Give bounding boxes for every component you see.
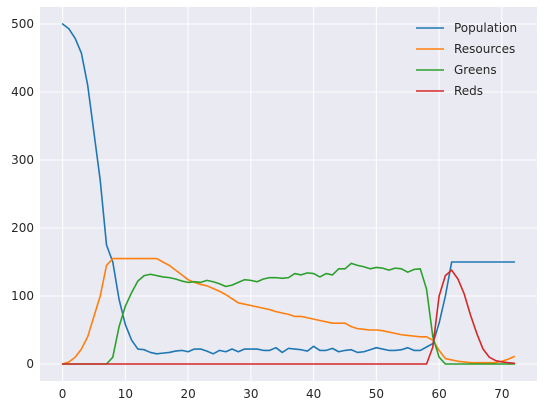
x-tick-label: 10 <box>118 387 133 401</box>
x-tick-label: 30 <box>243 387 258 401</box>
x-axis-tick-labels: 0 10 20 30 40 50 60 70 <box>59 387 510 401</box>
series-line-reds <box>61 269 516 365</box>
legend-label: Resources <box>454 42 515 56</box>
series-line-population <box>61 23 516 355</box>
y-tick-label: 500 <box>11 17 34 31</box>
legend-label: Greens <box>454 63 497 77</box>
legend-item-greens: Greens <box>416 63 497 77</box>
y-tick-label: 200 <box>11 221 34 235</box>
legend-item-population: Population <box>416 21 517 35</box>
plot-background <box>40 7 537 381</box>
y-axis-tick-labels: 0 100 200 300 400 500 <box>11 17 34 371</box>
x-tick-label: 50 <box>369 387 384 401</box>
x-tick-label: 70 <box>494 387 509 401</box>
series-line-resources <box>61 257 516 365</box>
series-line-greens <box>61 262 516 365</box>
y-tick-label: 400 <box>11 85 34 99</box>
series-layer <box>61 23 516 365</box>
legend-label: Population <box>454 21 517 35</box>
x-tick-label: 40 <box>306 387 321 401</box>
legend-item-reds: Reds <box>416 84 483 98</box>
x-tick-label: 20 <box>180 387 195 401</box>
y-tick-label: 300 <box>11 153 34 167</box>
legend: Population Resources Greens Reds <box>416 21 517 98</box>
legend-label: Reds <box>454 84 483 98</box>
x-tick-label: 0 <box>59 387 67 401</box>
y-tick-label: 0 <box>26 357 34 371</box>
x-tick-label: 60 <box>431 387 446 401</box>
y-tick-label: 100 <box>11 289 34 303</box>
legend-item-resources: Resources <box>416 42 515 56</box>
